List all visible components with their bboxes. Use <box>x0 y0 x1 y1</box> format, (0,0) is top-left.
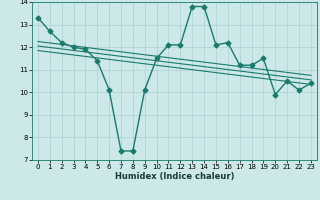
X-axis label: Humidex (Indice chaleur): Humidex (Indice chaleur) <box>115 172 234 181</box>
